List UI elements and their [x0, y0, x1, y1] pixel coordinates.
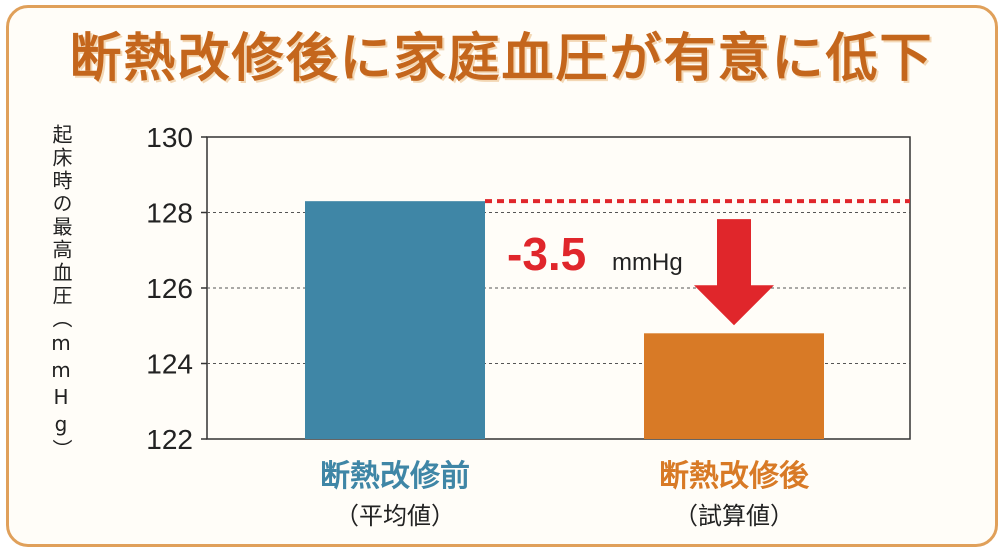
- y-tick-label: 122: [146, 424, 193, 455]
- y-tick-label: 130: [146, 122, 193, 153]
- delta-unit: mmHg: [612, 249, 683, 276]
- delta-value: -3.5: [507, 228, 586, 280]
- chart-frame: [6, 5, 998, 547]
- chart-title: 断熱改修後に家庭血圧が有意に低下: [69, 28, 934, 89]
- bar-after: [644, 333, 824, 439]
- category-subtitle-after: （試算値）: [674, 502, 794, 530]
- y-tick-label: 126: [146, 273, 193, 304]
- category-subtitle-before: （平均値）: [335, 502, 455, 530]
- down-arrow-icon: [694, 219, 774, 326]
- category-label-after: 断熱改修後: [659, 459, 809, 494]
- y-tick-label: 124: [146, 349, 193, 380]
- y-axis-label: 起床時の最高血圧（mmHg）: [49, 124, 73, 462]
- category-label-before: 断熱改修前: [320, 459, 470, 494]
- y-tick-label: 128: [146, 198, 193, 229]
- bar-before: [305, 201, 485, 439]
